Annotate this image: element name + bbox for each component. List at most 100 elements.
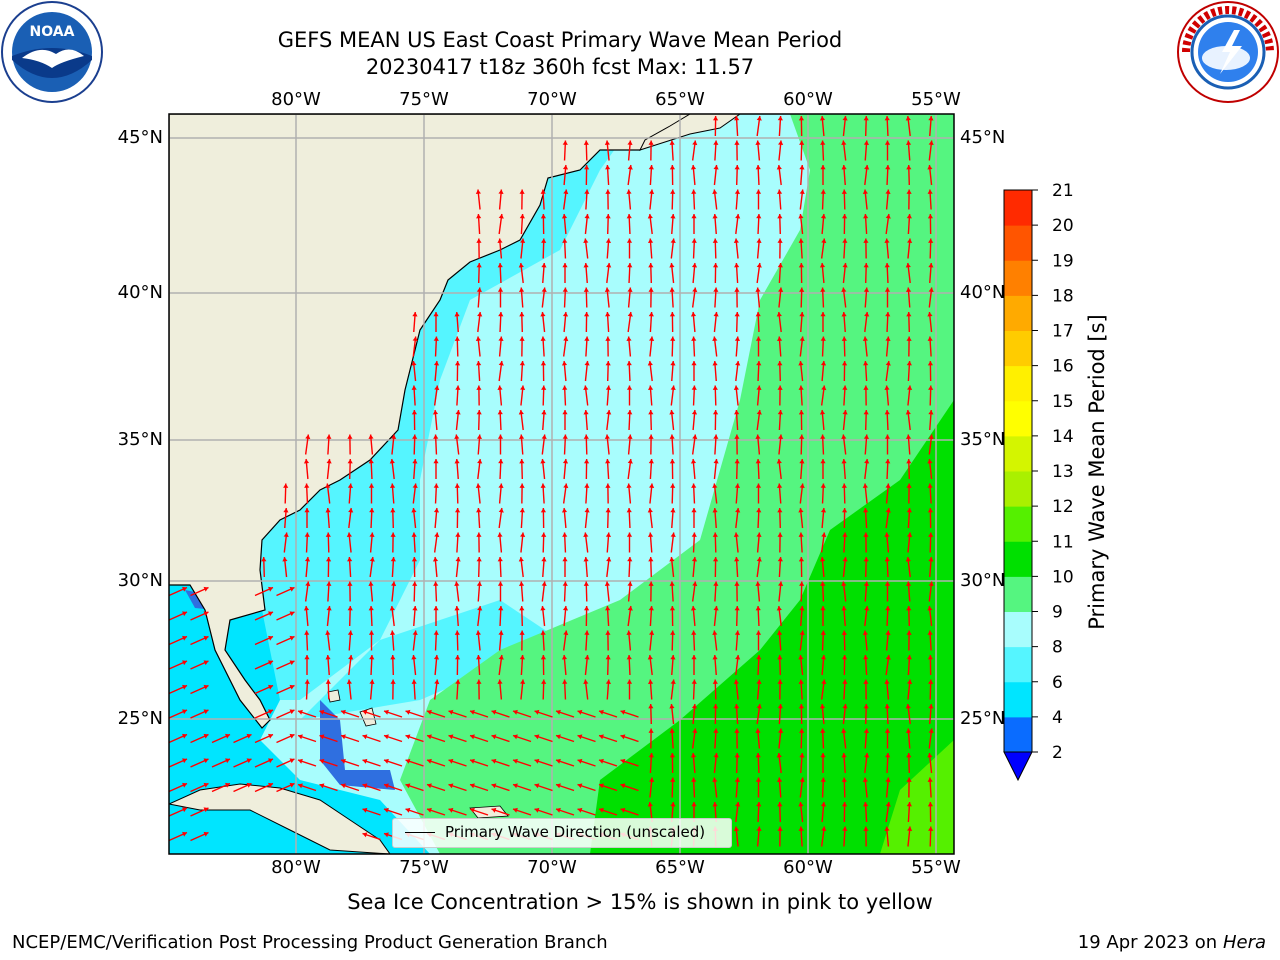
wave-arrow-head [513, 709, 518, 715]
wave-arrow-head [518, 557, 524, 562]
map-field [169, 114, 954, 854]
wave-arrow-head [246, 782, 252, 788]
wave-arrow-head [734, 483, 740, 488]
colorbar-bin [1004, 295, 1032, 331]
wave-arrow-head [368, 581, 374, 586]
wave-arrow-head [519, 361, 525, 366]
wave-arrow-head [928, 263, 934, 268]
wave-arrow-head [390, 557, 396, 562]
wave-arrow-head [498, 312, 504, 317]
wave-arrow-head [863, 532, 869, 537]
wave-arrow-head [584, 508, 590, 513]
wave-arrow-head [885, 312, 891, 317]
wave-arrow-head [669, 728, 675, 733]
wave-arrow-head [841, 753, 847, 758]
wave-arrow-head [884, 410, 890, 415]
wave-arrow-head [692, 287, 698, 293]
wave-arrow-head [498, 214, 504, 219]
bahamas-banks [320, 700, 395, 790]
wave-arrow-head [476, 287, 482, 292]
wave-arrow-head [448, 783, 454, 789]
wave-arrow-head [476, 238, 482, 243]
wave-arrow-head [491, 807, 497, 813]
colorbar-bin [1004, 471, 1032, 507]
wave-arrow-head [319, 758, 325, 764]
wave-arrow-head [454, 630, 460, 635]
wave-arrow-head [520, 238, 526, 244]
wave-arrow-head [690, 312, 697, 317]
wave-arrow-head [540, 214, 546, 219]
wave-arrow-head [734, 410, 740, 415]
wave-arrow-head [734, 581, 740, 586]
wave-arrow-head [841, 581, 847, 587]
wave-arrow-head [712, 679, 718, 684]
wave-arrow-head [605, 214, 611, 219]
wave-arrow-head [182, 684, 187, 690]
wave-arrow-head [670, 655, 676, 660]
wave-arrow-head [648, 753, 654, 758]
wave-arrow-head [777, 189, 783, 194]
wave-arrow-head [203, 684, 209, 690]
wave-arrow-head [842, 214, 848, 219]
wave-arrow-head [341, 709, 346, 715]
wave-arrow-head [497, 410, 503, 415]
wave-arrow-head [519, 581, 525, 586]
wave-arrow-head [304, 557, 311, 562]
wave-arrow-head [733, 826, 739, 832]
wave-arrow-head [412, 459, 418, 464]
wave-arrow-head [562, 385, 568, 390]
wave-arrow-head [756, 532, 762, 537]
wave-arrow-head [627, 459, 633, 464]
wave-arrow-head [605, 336, 611, 341]
wave-arrow-head [734, 116, 740, 121]
wave-arrow-head [820, 312, 826, 317]
wave-arrow-head [927, 165, 933, 170]
wave-arrow-head [626, 336, 632, 341]
wave-arrow-head [498, 606, 504, 611]
right-lat-label: 35°N [960, 429, 1006, 450]
wave-arrow-head [562, 238, 568, 243]
wave-arrow-head [798, 802, 804, 807]
wave-arrow-head [885, 483, 891, 488]
footer-machine: Hera [1222, 932, 1266, 953]
wave-arrow-head [927, 189, 933, 194]
wave-arrow-head [411, 508, 417, 513]
wave-arrow-head [268, 586, 273, 592]
wave-arrow-head [604, 434, 610, 440]
wave-arrow-head [405, 734, 411, 740]
left-lat-label: 35°N [117, 429, 163, 450]
wave-arrow-head [820, 655, 827, 660]
wave-arrow-head [604, 287, 610, 293]
wave-arrow-head [776, 165, 782, 170]
wave-arrow-head [734, 434, 740, 439]
wave-arrow-head [670, 630, 676, 635]
wave-arrow-head [498, 655, 504, 660]
wave-arrow-head [225, 758, 230, 764]
left-lat-label: 40°N [117, 282, 163, 303]
wave-arrow-head [713, 263, 719, 268]
wave-arrow-head [562, 532, 568, 537]
wave-arrow-head [562, 434, 568, 439]
wave-arrow-head [713, 287, 719, 292]
wave-arrow-head [519, 312, 525, 317]
wave-arrow-head [734, 165, 740, 170]
colorbar-bin [1004, 435, 1032, 472]
wave-arrow-head [863, 263, 869, 268]
wave-arrow-head [669, 557, 675, 562]
wave-arrow-head [798, 263, 804, 268]
wave-arrow-head [203, 660, 209, 666]
wave-arrow-head [842, 826, 848, 831]
wave-arrow-head [713, 459, 719, 464]
wave-arrow-head [669, 410, 675, 415]
right-lat-label: 45°N [960, 127, 1006, 148]
wave-arrow-head [604, 581, 610, 587]
wave-arrow-head [326, 581, 332, 586]
wave-arrow-head [713, 140, 719, 145]
wave-arrow-head [756, 385, 762, 390]
wave-arrow-head [390, 483, 396, 488]
wave-arrow-head [669, 165, 675, 170]
wave-arrow-head [692, 728, 698, 734]
wave-arrow-head [648, 263, 654, 268]
wave-arrow-head [246, 733, 252, 739]
colorbar-bin [1004, 716, 1032, 753]
